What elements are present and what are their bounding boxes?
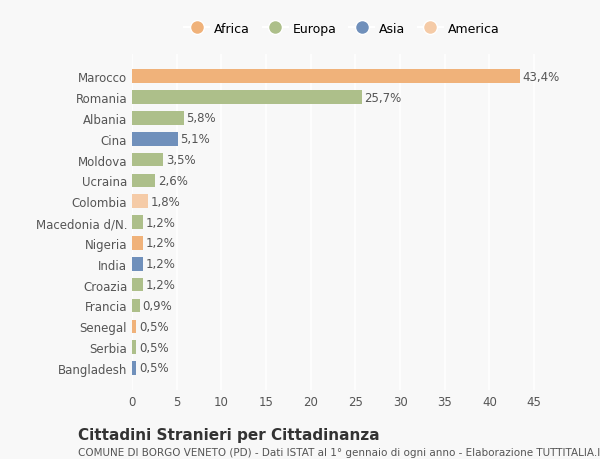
Bar <box>132 91 362 105</box>
Text: 5,1%: 5,1% <box>180 133 210 146</box>
Text: 0,5%: 0,5% <box>139 320 169 333</box>
Text: 25,7%: 25,7% <box>364 91 401 104</box>
Text: Cittadini Stranieri per Cittadinanza: Cittadini Stranieri per Cittadinanza <box>78 427 380 442</box>
Text: 0,5%: 0,5% <box>139 341 169 354</box>
Text: 1,8%: 1,8% <box>151 196 181 208</box>
Bar <box>132 341 136 354</box>
Bar <box>132 237 143 250</box>
Bar <box>132 278 143 292</box>
Bar <box>132 216 143 230</box>
Text: 3,5%: 3,5% <box>166 154 196 167</box>
Bar <box>132 299 140 313</box>
Text: 2,6%: 2,6% <box>158 174 188 188</box>
Text: COMUNE DI BORGO VENETO (PD) - Dati ISTAT al 1° gennaio di ogni anno - Elaborazio: COMUNE DI BORGO VENETO (PD) - Dati ISTAT… <box>78 448 600 458</box>
Text: 1,2%: 1,2% <box>145 237 175 250</box>
Bar <box>132 174 155 188</box>
Bar <box>132 320 136 333</box>
Bar <box>132 133 178 146</box>
Legend: Africa, Europa, Asia, America: Africa, Europa, Asia, America <box>179 18 505 41</box>
Bar <box>132 70 520 84</box>
Text: 0,5%: 0,5% <box>139 362 169 375</box>
Bar <box>132 257 143 271</box>
Text: 43,4%: 43,4% <box>523 71 560 84</box>
Text: 1,2%: 1,2% <box>145 279 175 291</box>
Bar <box>132 195 148 208</box>
Bar <box>132 361 136 375</box>
Text: 1,2%: 1,2% <box>145 216 175 229</box>
Bar <box>132 112 184 125</box>
Text: 1,2%: 1,2% <box>145 257 175 271</box>
Bar <box>132 153 163 167</box>
Text: 5,8%: 5,8% <box>187 112 216 125</box>
Text: 0,9%: 0,9% <box>143 299 172 312</box>
